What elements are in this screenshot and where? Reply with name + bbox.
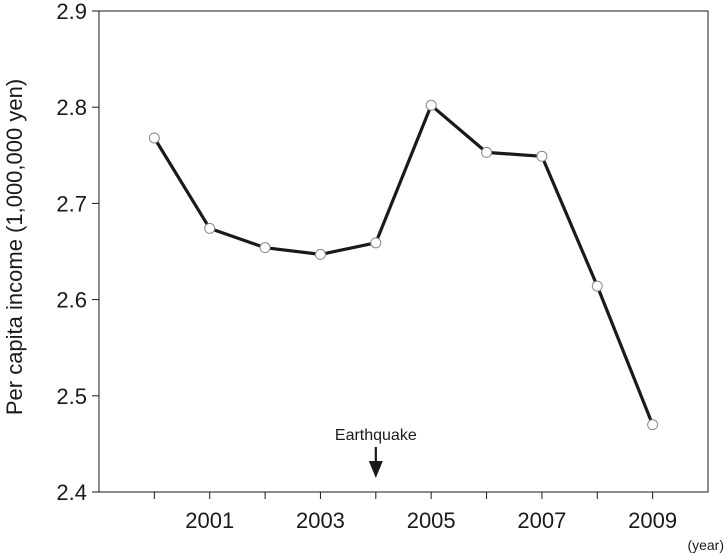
data-point [370, 237, 382, 249]
x-axis-unit-label: (year) [687, 537, 724, 553]
y-ticks: 2.4 2.5 2.6 2.7 2.8 2.9 [56, 0, 99, 505]
y-tick-label: 2.6 [56, 288, 87, 313]
x-tick-label: 2003 [296, 508, 345, 533]
data-point [314, 248, 326, 260]
annotation-label: Earthquake [335, 427, 417, 444]
y-tick-label: 2.8 [56, 95, 87, 120]
data-point [647, 419, 659, 431]
series-layer [148, 99, 659, 431]
data-point [536, 150, 548, 162]
data-point [148, 132, 160, 144]
x-tick-label: 2009 [628, 508, 677, 533]
down-arrow-icon [368, 461, 383, 478]
y-axis-label: Per capita income (1,000,000 yen) [2, 79, 27, 415]
data-point [425, 99, 437, 111]
y-tick-label: 2.5 [56, 384, 87, 409]
y-tick-label: 2.4 [56, 480, 87, 505]
annotation-layer: Earthquake [335, 427, 417, 478]
x-tick-label: 2007 [517, 508, 566, 533]
data-point [591, 280, 603, 292]
series-line [153, 103, 655, 426]
plot-frame [98, 10, 709, 493]
data-point [204, 222, 216, 234]
data-point [259, 242, 271, 254]
y-tick-label: 2.9 [56, 0, 87, 24]
x-tick-label: 2005 [407, 508, 456, 533]
y-tick-label: 2.7 [56, 191, 87, 216]
x-tick-label: 2001 [185, 508, 234, 533]
data-point [481, 146, 493, 158]
x-ticks: 2001 2003 2005 2007 2009 [153, 492, 677, 533]
plot-axes [98, 10, 709, 493]
